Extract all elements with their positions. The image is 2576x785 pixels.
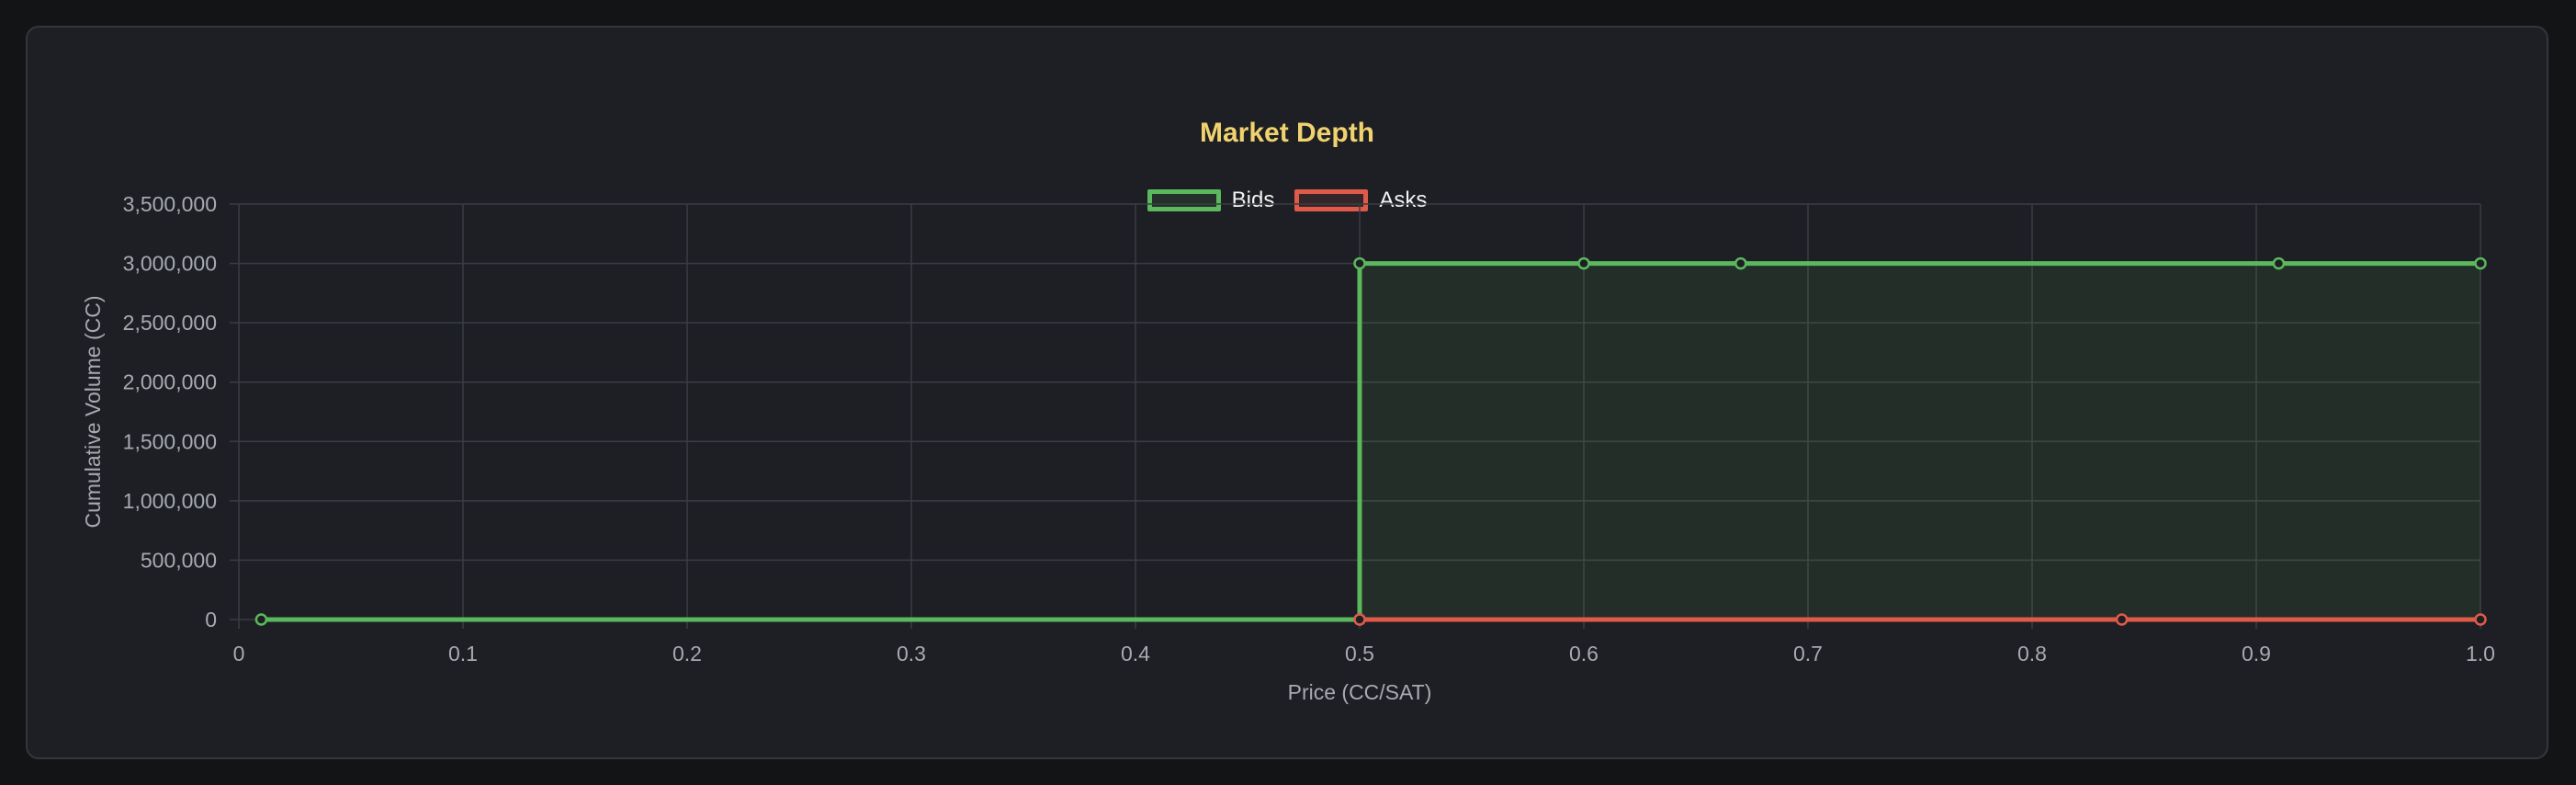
x-tick-labels: 0 0.1 0.2 0.3 0.4 0.5 0.6 0.7 0.8 0.9 1.0 [233, 642, 2495, 666]
y-tick-label: 2,500,000 [123, 311, 217, 335]
bids-point[interactable] [1353, 256, 1366, 270]
series-fills [261, 263, 2481, 620]
x-tick-label: 0.8 [2017, 642, 2047, 666]
x-tick-label: 0.3 [897, 642, 926, 666]
bids-point[interactable] [1734, 256, 1747, 270]
x-tick-label: 0.6 [1569, 642, 1599, 666]
x-axis-label: Price (CC/SAT) [1288, 680, 1432, 704]
chart-legend: Bids Asks [28, 188, 2547, 213]
y-tick-label: 500,000 [141, 548, 217, 572]
legend-swatch-asks [1294, 189, 1369, 211]
x-tick-label: 0.9 [2242, 642, 2271, 666]
y-tick-label: 1,000,000 [123, 489, 217, 513]
y-axis-label: Cumulative Volume (CC) [81, 295, 105, 528]
chart-panel: Market Depth Bids Asks [26, 26, 2548, 759]
bids-point[interactable] [2272, 256, 2286, 270]
y-tick-label: 3,000,000 [123, 252, 217, 276]
y-tick-labels: 0 500,000 1,000,000 1,500,000 2,000,000 2,500… [123, 192, 217, 631]
y-tick-label: 3,500,000 [123, 192, 217, 216]
asks-point[interactable] [2115, 613, 2129, 626]
legend-label-asks: Asks [1379, 188, 1428, 212]
x-tick-label: 0 [233, 642, 245, 666]
x-tick-label: 0.5 [1345, 642, 1374, 666]
asks-point[interactable] [1353, 613, 1366, 626]
legend-item-asks[interactable]: Asks [1294, 188, 1427, 213]
x-tick-label: 0.7 [1793, 642, 1823, 666]
legend-label-bids: Bids [1231, 188, 1275, 212]
asks-point[interactable] [2474, 613, 2487, 626]
legend-swatch-bids [1147, 189, 1221, 211]
bids-point[interactable] [254, 613, 268, 626]
bids-area [261, 263, 2481, 620]
y-tick-label: 2,000,000 [123, 370, 217, 394]
x-tick-label: 0.1 [448, 642, 478, 666]
y-tick-label: 0 [205, 608, 217, 631]
bids-point[interactable] [1577, 256, 1590, 270]
chart-title: Market Depth [1199, 118, 1375, 148]
series-points [254, 256, 2487, 626]
bids-point[interactable] [2474, 256, 2487, 270]
legend-item-bids[interactable]: Bids [1147, 188, 1275, 213]
x-tick-label: 0.4 [1121, 642, 1150, 666]
y-tick-label: 1,500,000 [123, 429, 217, 453]
x-tick-label: 0.2 [672, 642, 702, 666]
x-tick-label: 1.0 [2466, 642, 2495, 666]
